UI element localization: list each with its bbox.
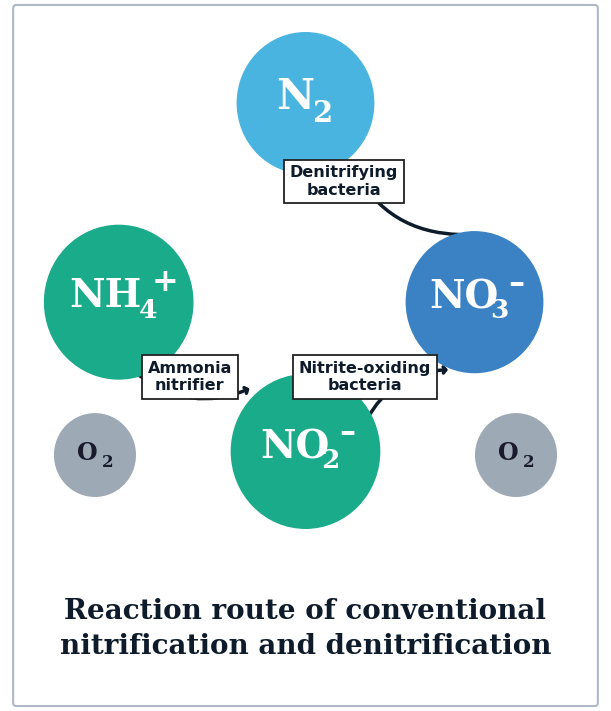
Text: –: – xyxy=(508,269,524,300)
Ellipse shape xyxy=(476,414,557,496)
Text: +: + xyxy=(152,267,178,298)
Ellipse shape xyxy=(406,232,543,373)
Text: NO: NO xyxy=(429,279,499,317)
Text: O: O xyxy=(77,441,98,465)
Text: 2: 2 xyxy=(102,454,114,471)
Ellipse shape xyxy=(237,33,374,173)
Text: Nitrite-oxiding
bacteria: Nitrite-oxiding bacteria xyxy=(299,360,431,393)
Text: 3: 3 xyxy=(490,298,508,324)
Text: NO: NO xyxy=(260,428,329,466)
Ellipse shape xyxy=(45,225,193,379)
Text: 2: 2 xyxy=(321,447,340,473)
Text: –: – xyxy=(339,418,355,449)
Text: O: O xyxy=(498,441,519,465)
Text: 4: 4 xyxy=(139,298,158,324)
Ellipse shape xyxy=(54,414,135,496)
Text: Ammonia
nitrifier: Ammonia nitrifier xyxy=(148,360,232,393)
Text: Reaction route of conventional
nitrification and denitrification: Reaction route of conventional nitrifica… xyxy=(60,598,551,661)
Text: N: N xyxy=(276,76,314,119)
Text: 2: 2 xyxy=(523,454,535,471)
Ellipse shape xyxy=(232,375,379,528)
Text: 2: 2 xyxy=(312,99,332,127)
Text: Denitrifying
bacteria: Denitrifying bacteria xyxy=(290,165,398,198)
Text: NH: NH xyxy=(70,277,142,316)
